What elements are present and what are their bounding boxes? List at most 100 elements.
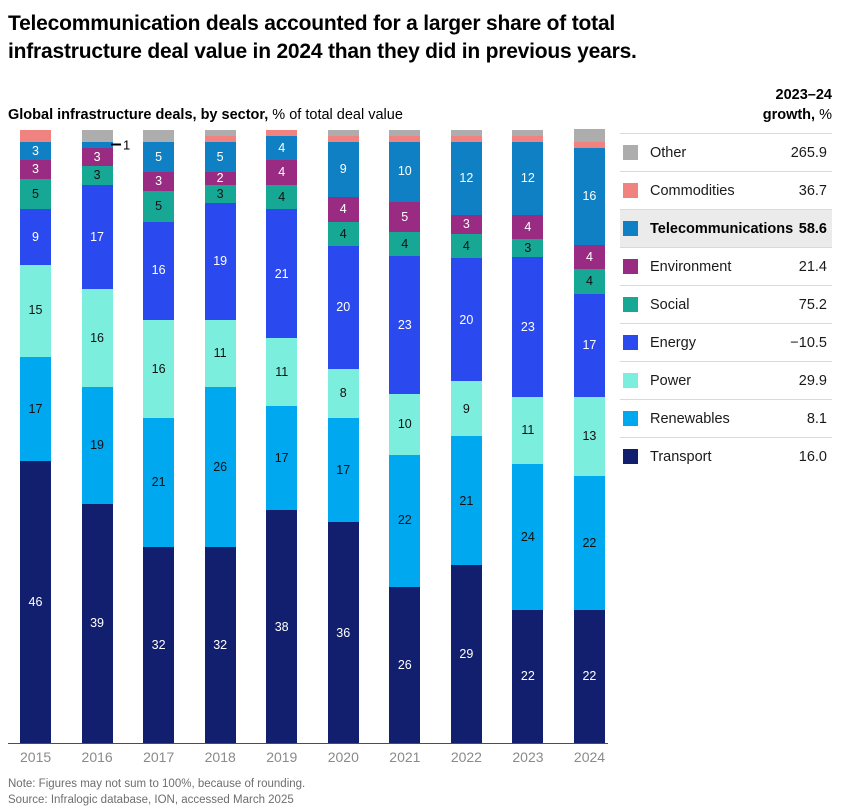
legend-growth-value: 16.0 <box>798 448 827 465</box>
legend-growth-value: 75.2 <box>798 296 827 313</box>
segment-renewables-2022: 21 <box>450 436 482 566</box>
x-axis-label-2022: 2022 <box>450 749 482 766</box>
segment-value-label: 19 <box>90 438 104 453</box>
segment-renewables-2017: 21 <box>143 418 175 547</box>
legend-label: Social <box>650 296 690 313</box>
segment-renewables-2021: 22 <box>389 454 421 587</box>
segment-renewables-2015: 17 <box>20 356 51 461</box>
legend-row-commodities: Commodities 36.7 <box>620 171 832 209</box>
segment-power-2024: 13 <box>573 396 605 476</box>
segment-value-label: 22 <box>520 669 535 684</box>
segment-other-2024 <box>573 129 605 142</box>
x-axis-label-2019: 2019 <box>266 749 298 766</box>
page-title: Telecommunication deals accounted for a … <box>8 10 832 65</box>
segment-power-2023: 11 <box>512 396 544 464</box>
segment-value-label: 39 <box>90 616 104 631</box>
segment-commodities-2021 <box>389 135 421 142</box>
segment-social-2021: 4 <box>389 231 421 256</box>
segment-value-label: 22 <box>582 535 597 550</box>
x-axis-label-2023: 2023 <box>512 749 544 766</box>
legend-growth-value: 21.4 <box>798 258 827 275</box>
legend-label: Power <box>650 372 692 389</box>
segment-value-label: 4 <box>585 249 593 264</box>
segment-value-label: 32 <box>151 637 166 652</box>
segment-power-2017: 16 <box>143 319 175 419</box>
segment-environment-2017: 3 <box>143 172 175 191</box>
segment-value-label: 21 <box>151 475 166 490</box>
segment-value-label: 11 <box>213 346 227 361</box>
segment-commodities-2022 <box>450 135 482 142</box>
legend-row-environment: Environment 21.4 <box>620 247 832 285</box>
legend-row-energy: Energy −10.5 <box>620 323 832 361</box>
segment-value-label: 5 <box>155 149 163 164</box>
segment-value-label: 23 <box>520 319 535 334</box>
segment-telecommunications-2024: 16 <box>573 147 605 245</box>
chart-subtitle: Global infrastructure deals, by sector, … <box>8 107 403 125</box>
x-axis-label-2016: 2016 <box>81 749 113 766</box>
segment-value-label: 3 <box>462 217 470 232</box>
segment-power-2016: 16 <box>81 289 113 388</box>
segment-other-2018 <box>204 129 236 136</box>
segment-environment-2015: 3 <box>20 160 51 179</box>
segment-environment-2020: 4 <box>327 197 359 222</box>
segment-other-2023 <box>512 129 544 136</box>
segment-power-2021: 10 <box>389 394 421 455</box>
legend-swatch-transport <box>623 449 638 465</box>
footnote: Note: Figures may not sum to 100%, becau… <box>8 778 306 791</box>
segment-telecommunications-2021: 10 <box>389 141 421 202</box>
segment-telecommunications-2022: 12 <box>450 141 482 216</box>
segment-value-label: 17 <box>28 401 43 416</box>
legend-label: Renewables <box>650 410 730 427</box>
segment-value-label: 21 <box>274 266 289 281</box>
segment-value-label: 38 <box>274 619 289 634</box>
segment-other-2022 <box>450 129 482 136</box>
segment-value-label: 3 <box>93 168 101 183</box>
legend-row-transport: Transport 16.0 <box>620 437 832 475</box>
segment-value-label: 3 <box>216 186 224 201</box>
segment-power-2018: 11 <box>204 319 236 388</box>
bar-2015: 46 17 15 9 5 3 3 <box>20 129 51 744</box>
legend-growth-value: 36.7 <box>798 182 827 199</box>
segment-commodities-2018 <box>204 135 236 142</box>
segment-environment-2021: 5 <box>389 201 421 232</box>
growth-header-unit: growth, % <box>762 107 832 124</box>
segment-environment-2024: 4 <box>573 244 605 270</box>
segment-transport-2022: 29 <box>450 565 482 744</box>
segment-commodities-2015 <box>20 129 51 142</box>
x-axis-label-2018: 2018 <box>204 749 236 766</box>
segment-value-label: 4 <box>278 165 286 180</box>
bar-2017: 32 21 16 16 5 3 5 <box>143 129 175 744</box>
segment-social-2020: 4 <box>327 221 359 247</box>
segment-commodities-2019 <box>266 129 298 136</box>
legend-row-power: Power 29.9 <box>620 361 832 399</box>
legend-swatch-energy <box>623 335 638 351</box>
x-axis-label-2015: 2015 <box>20 749 52 766</box>
annotation-value: 1 <box>123 137 131 153</box>
segment-value-label: 16 <box>90 330 104 345</box>
annotation-telecommunications-2016: 1 <box>111 137 130 152</box>
segment-value-label: 4 <box>339 226 347 241</box>
legend-row-renewables: Renewables 8.1 <box>620 399 832 437</box>
segment-value-label: 20 <box>336 300 351 315</box>
segment-social-2023: 3 <box>512 238 544 258</box>
segment-renewables-2016: 19 <box>81 387 113 504</box>
segment-telecommunications-2019: 4 <box>266 135 298 161</box>
segment-renewables-2020: 17 <box>327 418 359 523</box>
segment-other-2021 <box>389 129 421 136</box>
segment-energy-2015: 9 <box>20 209 51 265</box>
segment-value-label: 17 <box>582 338 597 353</box>
segment-value-label: 11 <box>275 364 289 379</box>
legend-row-other: Other 265.9 <box>620 133 832 171</box>
bar-2021: 26 22 10 23 4 5 10 <box>389 129 421 744</box>
segment-value-label: 17 <box>336 462 351 477</box>
segment-value-label: 4 <box>462 238 470 253</box>
segment-energy-2019: 21 <box>266 209 298 339</box>
segment-value-label: 9 <box>339 162 347 177</box>
segment-value-label: 36 <box>336 625 351 640</box>
segment-value-label: 5 <box>155 198 163 213</box>
segment-value-label: 3 <box>524 240 532 255</box>
bar-2020: 36 17 8 20 4 4 9 <box>327 129 359 744</box>
legend-label: Energy <box>650 334 696 351</box>
segment-transport-2015: 46 <box>20 461 51 744</box>
